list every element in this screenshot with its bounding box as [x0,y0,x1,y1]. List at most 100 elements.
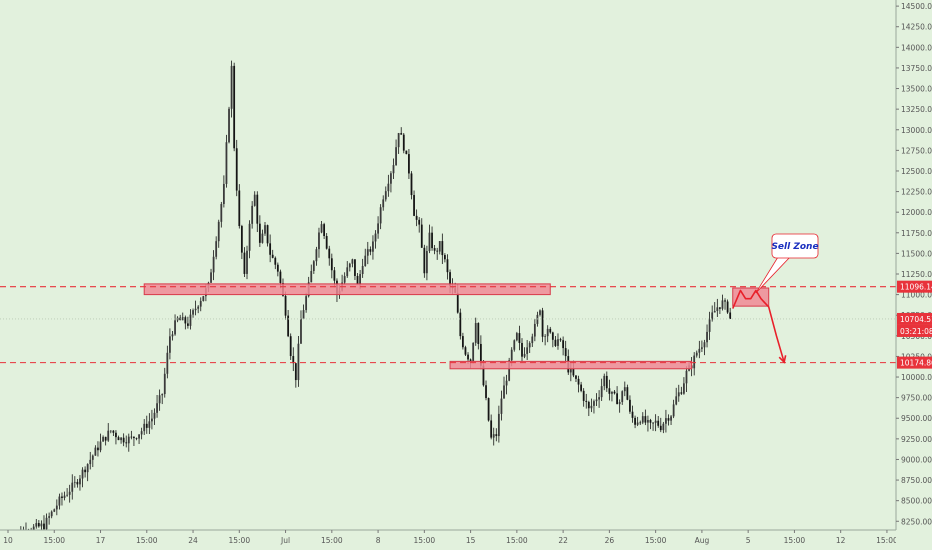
candle-body [467,354,469,360]
resistance-price-tag: 11096.14 [900,283,932,292]
candle-body [523,353,526,357]
candle-body [240,226,243,253]
candle-body [590,405,593,409]
x-tick-label: 15:00 [321,536,343,545]
y-tick-label: 9250.00 [901,435,932,444]
candle-body [426,251,428,274]
price-axis[interactable]: 8250.00 8500.00 8750.00 9000.00 9250.00 9500.… [895,0,932,550]
candle-body [721,300,724,309]
candle-body [48,516,51,518]
x-tick-label: 15:00 [136,536,158,545]
candle-body [395,147,397,166]
candle-body [158,395,161,404]
candle-body [446,259,449,273]
candle-body [320,224,323,233]
candle-body [711,312,714,320]
candle-body [212,256,215,273]
candle-body [366,249,369,256]
projection-layer [732,289,787,364]
candle-body [187,323,189,326]
candle-body [672,404,675,417]
y-tick-label: 12500.00 [901,167,932,176]
candle-body [729,312,732,319]
candle-body [63,495,66,498]
candle-body [253,194,256,206]
candle-body [351,259,354,264]
zones-layer [143,283,770,370]
candle-body [428,232,431,252]
candle-body [485,385,487,399]
candles-layer [7,60,732,547]
candle-body [94,447,97,456]
candle-body [670,416,672,421]
candle-body [461,336,464,348]
callout-box [771,233,819,259]
candle-body [634,417,636,425]
candle-body [629,399,631,412]
candle-body [487,398,490,421]
candle-body [81,469,84,479]
candle-body [323,224,326,237]
candle-body [580,384,583,391]
candle-body [582,390,585,401]
candle-body [390,173,392,184]
y-tick-label: 13500.00 [901,85,932,94]
candle-body [698,348,701,353]
candle-body [230,65,233,109]
candle-body [45,517,48,530]
candle-body [539,310,541,315]
candle-body [53,509,56,512]
time-axis[interactable]: 10 15:00 17 15:00 24 15:00 Jul 15:00 8 15:00 15 15:… [0,529,932,550]
y-tick-label: 11750.00 [901,229,932,238]
candle-body [444,255,446,260]
x-tick-label: 15:00 [645,536,667,545]
candle-body [616,393,618,405]
candle-body [318,232,320,250]
y-tick-label: 11250.00 [901,270,932,279]
candle-body [541,310,544,337]
candle-body [423,247,426,274]
candle-body [544,336,547,337]
candle-body [276,264,279,272]
candle-body [310,270,313,283]
y-tick-label: 14000.00 [901,43,932,52]
candle-body [415,215,418,220]
candle-body [109,430,112,432]
x-tick-label: 22 [558,536,568,545]
candle-body [675,396,678,405]
candle-body [490,420,493,438]
axis-corner [896,530,932,550]
candle-body [127,436,130,444]
candle-body [117,437,120,441]
candle-body [302,310,305,319]
candle-body [256,194,259,224]
candle-body [685,370,688,384]
candle-body [297,343,300,381]
candle-body [631,411,634,418]
x-tick-label: 24 [188,536,198,545]
last-price-tag: 10704.51 [900,315,932,324]
candle-body [325,236,328,249]
x-tick-label: 10 [3,536,13,545]
y-tick-label: 14250.00 [901,23,932,32]
candle-body [472,342,475,362]
candle-body [469,359,472,362]
sell-zone-callout[interactable]: Sell Zone [755,233,819,294]
x-tick-label: 15 [466,536,476,545]
candle-body [217,221,220,242]
candle-body [225,142,228,184]
y-tick-label: 12000.00 [901,208,932,217]
candle-body [68,491,71,495]
candle-body [346,267,349,277]
candle-body [84,469,86,473]
candle-body [50,511,53,517]
candle-body [35,523,38,527]
candle-body [330,258,333,271]
candle-body [500,398,503,414]
candle-body [66,494,69,496]
candle-body [600,386,603,398]
candle-body [382,199,385,208]
candle-body [503,385,505,399]
